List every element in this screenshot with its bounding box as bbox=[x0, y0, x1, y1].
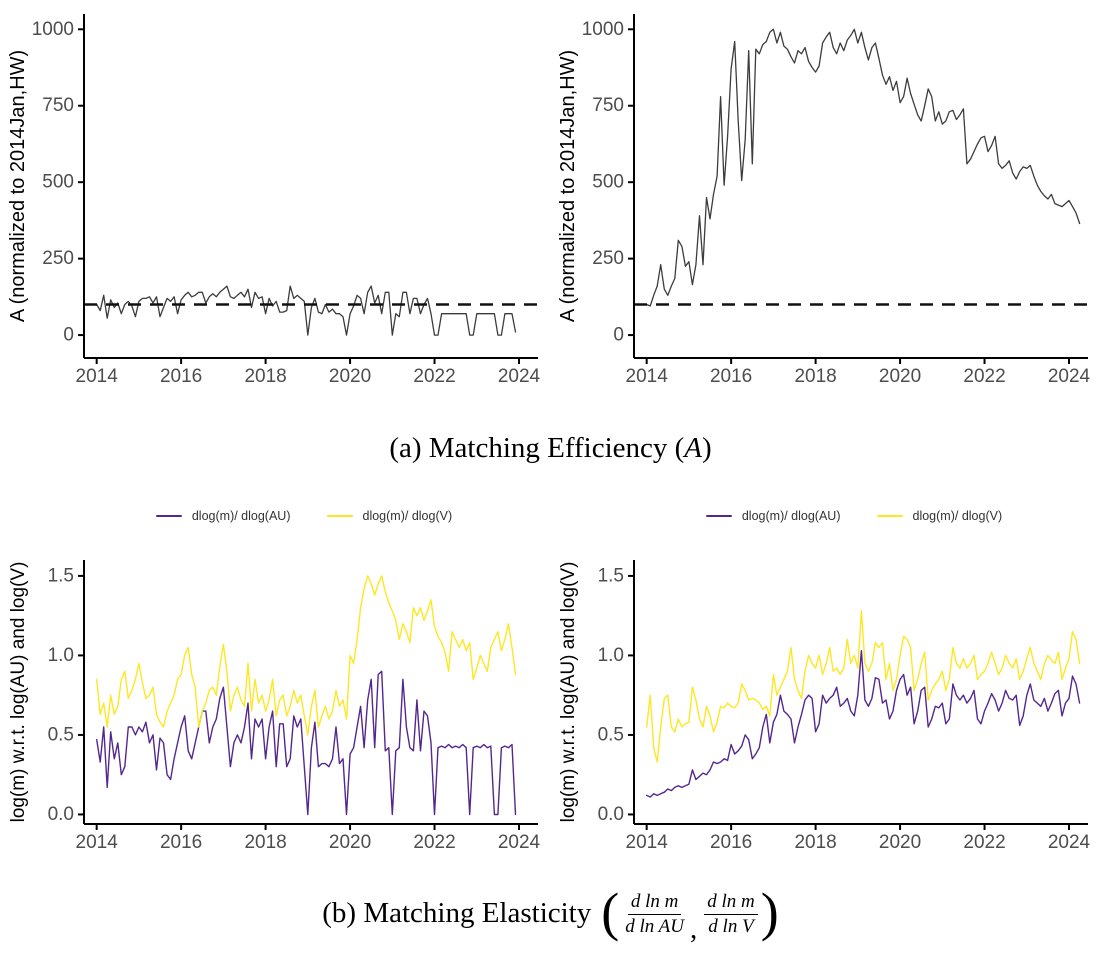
y-tick-label: 250 bbox=[42, 248, 74, 269]
legend-item-dlogV: dlog(m)/ dlog(V) bbox=[876, 509, 1003, 523]
x-tick-label: 2022 bbox=[413, 366, 455, 387]
legend-label: dlog(m)/ dlog(V) bbox=[362, 509, 453, 523]
x-tick-label: 2020 bbox=[879, 832, 921, 853]
series-line-1 bbox=[95, 575, 517, 736]
matching-elasticity-right-svg: 2014 2016 2018 2020 2022 2024 0.0 0.5 1.0 1.5 log(… bbox=[558, 560, 1091, 853]
y-tick-label: 0.5 bbox=[48, 724, 74, 745]
caption-a-variable: A bbox=[684, 431, 703, 464]
y-tick-label: 0.5 bbox=[598, 724, 624, 745]
legend-item-dlogAU: dlog(m)/ dlog(AU) bbox=[705, 509, 841, 523]
chart-matching-elasticity-right: 2014 2016 2018 2020 2022 2024 0.0 0.5 1.0 1.5 log(… bbox=[550, 534, 1100, 866]
y-tick-label: 500 bbox=[42, 172, 74, 193]
x-tick-label: 2018 bbox=[244, 366, 286, 387]
x-tick-label: 2022 bbox=[413, 832, 455, 853]
legend-key-line-purple bbox=[705, 514, 732, 518]
x-tick-label: 2016 bbox=[710, 832, 752, 853]
x-tick-label: 2024 bbox=[1048, 366, 1091, 387]
efficiency-row: 2014 2016 2018 2020 2022 2024 0 250 500 750 1000 A … bbox=[0, 0, 1101, 398]
caption-b: (b) Matching Elasticity ( d ln m d ln AU… bbox=[322, 882, 779, 945]
y-tick-label: 1000 bbox=[32, 19, 74, 40]
x-tick-label: 2018 bbox=[244, 832, 286, 853]
elasticity-right-block: dlog(m)/ dlog(AU) dlog(m)/ dlog(V) 2014 2… bbox=[550, 498, 1100, 866]
fraction-dlnm-dlnAU: d ln m d ln AU bbox=[622, 890, 687, 937]
x-tick-label: 2016 bbox=[710, 366, 752, 387]
chart-matching-efficiency-right: 2014 2016 2018 2020 2022 2024 0 250 500 750 1000 A … bbox=[550, 0, 1100, 398]
legend-left: dlog(m)/ dlog(AU) dlog(m)/ dlog(V) bbox=[0, 498, 550, 534]
x-tick-label: 2020 bbox=[329, 832, 371, 853]
legend-key-line-yellow bbox=[876, 514, 903, 518]
caption-a-text: (a) Matching Efficiency ( bbox=[389, 431, 685, 464]
x-tick-label: 2024 bbox=[498, 832, 541, 853]
legend-label: dlog(m)/ dlog(V) bbox=[912, 509, 1003, 523]
series-line-0 bbox=[646, 28, 1081, 307]
y-tick-label: 750 bbox=[42, 95, 74, 116]
x-tick-label: 2016 bbox=[160, 366, 202, 387]
series-line-0 bbox=[645, 649, 1081, 798]
y-tick-label: 0.0 bbox=[48, 804, 74, 825]
chart-matching-elasticity-left: 2014 2016 2018 2020 2022 2024 0.0 0.5 1.0 1.5 log(… bbox=[0, 534, 550, 866]
legend-right: dlog(m)/ dlog(AU) dlog(m)/ dlog(V) bbox=[550, 498, 1100, 534]
y-tick-label: 0.0 bbox=[598, 804, 624, 825]
caption-a: (a) Matching Efficiency (A) bbox=[0, 398, 1101, 498]
y-axis-title: A (normalized to 2014Jan,HW) bbox=[7, 50, 29, 322]
fraction-numerator: d ln m bbox=[627, 890, 682, 915]
y-tick-label: 1.5 bbox=[48, 565, 74, 586]
chart-matching-efficiency-left: 2014 2016 2018 2020 2022 2024 0 250 500 750 1000 A … bbox=[0, 0, 550, 398]
legend-label: dlog(m)/ dlog(AU) bbox=[191, 509, 291, 523]
y-tick-label: 250 bbox=[592, 248, 624, 269]
matching-efficiency-left-svg: 2014 2016 2018 2020 2022 2024 0 250 500 750 1000A … bbox=[7, 14, 541, 387]
fraction-dlnm-dlnV: d ln m d ln V bbox=[704, 890, 758, 937]
y-tick-label: 0 bbox=[613, 325, 624, 346]
series-line-0 bbox=[95, 670, 517, 816]
x-tick-label: 2022 bbox=[963, 832, 1005, 853]
legend-label: dlog(m)/ dlog(AU) bbox=[741, 509, 841, 523]
y-tick-label: 1000 bbox=[582, 19, 624, 40]
x-tick-label: 2014 bbox=[626, 366, 669, 387]
y-tick-label: 1.5 bbox=[598, 565, 624, 586]
y-tick-label: 0 bbox=[63, 325, 74, 346]
legend-item-dlogAU: dlog(m)/ dlog(AU) bbox=[155, 509, 291, 523]
x-tick-label: 2014 bbox=[76, 832, 119, 853]
legend-item-dlogV: dlog(m)/ dlog(V) bbox=[326, 509, 453, 523]
x-tick-label: 2020 bbox=[879, 366, 921, 387]
x-tick-label: 2022 bbox=[963, 366, 1005, 387]
x-tick-label: 2018 bbox=[794, 366, 836, 387]
y-axis-title: A (normalized to 2014Jan,HW) bbox=[557, 50, 579, 322]
y-axis-title: log(m) w.r.t. log(AU) and log(V) bbox=[8, 562, 29, 823]
fraction-denominator: d ln AU bbox=[625, 915, 684, 937]
x-tick-label: 2018 bbox=[794, 832, 836, 853]
x-tick-label: 2014 bbox=[626, 832, 669, 853]
y-axis-title: log(m) w.r.t. log(AU) and log(V) bbox=[558, 562, 579, 823]
fraction-numerator: d ln m bbox=[704, 890, 758, 915]
elasticity-left-block: dlog(m)/ dlog(AU) dlog(m)/ dlog(V) 2014 2… bbox=[0, 498, 550, 866]
x-tick-label: 2024 bbox=[1048, 832, 1091, 853]
legend-key-line-yellow bbox=[326, 514, 353, 518]
x-tick-label: 2016 bbox=[160, 832, 202, 853]
caption-b-text: (b) Matching Elasticity bbox=[322, 896, 592, 929]
x-tick-label: 2014 bbox=[76, 366, 119, 387]
legend-key-line-purple bbox=[155, 514, 182, 518]
series-line-1 bbox=[645, 610, 1081, 763]
x-tick-label: 2024 bbox=[498, 366, 541, 387]
matching-efficiency-right-svg: 2014 2016 2018 2020 2022 2024 0 250 500 750 1000A … bbox=[557, 14, 1091, 387]
series-line-0 bbox=[96, 285, 517, 336]
y-tick-label: 750 bbox=[592, 95, 624, 116]
y-tick-label: 1.0 bbox=[598, 645, 624, 666]
caption-a-suffix: ) bbox=[702, 431, 712, 464]
matching-elasticity-left-svg: 2014 2016 2018 2020 2022 2024 0.0 0.5 1.0 1.5 log(… bbox=[8, 560, 541, 853]
y-tick-label: 1.0 bbox=[48, 645, 74, 666]
fraction-denominator: d ln V bbox=[708, 915, 754, 937]
caption-b-separator: , bbox=[690, 913, 698, 945]
x-tick-label: 2020 bbox=[329, 366, 371, 387]
y-tick-label: 500 bbox=[592, 172, 624, 193]
elasticity-row: dlog(m)/ dlog(AU) dlog(m)/ dlog(V) 2014 2… bbox=[0, 498, 1101, 866]
